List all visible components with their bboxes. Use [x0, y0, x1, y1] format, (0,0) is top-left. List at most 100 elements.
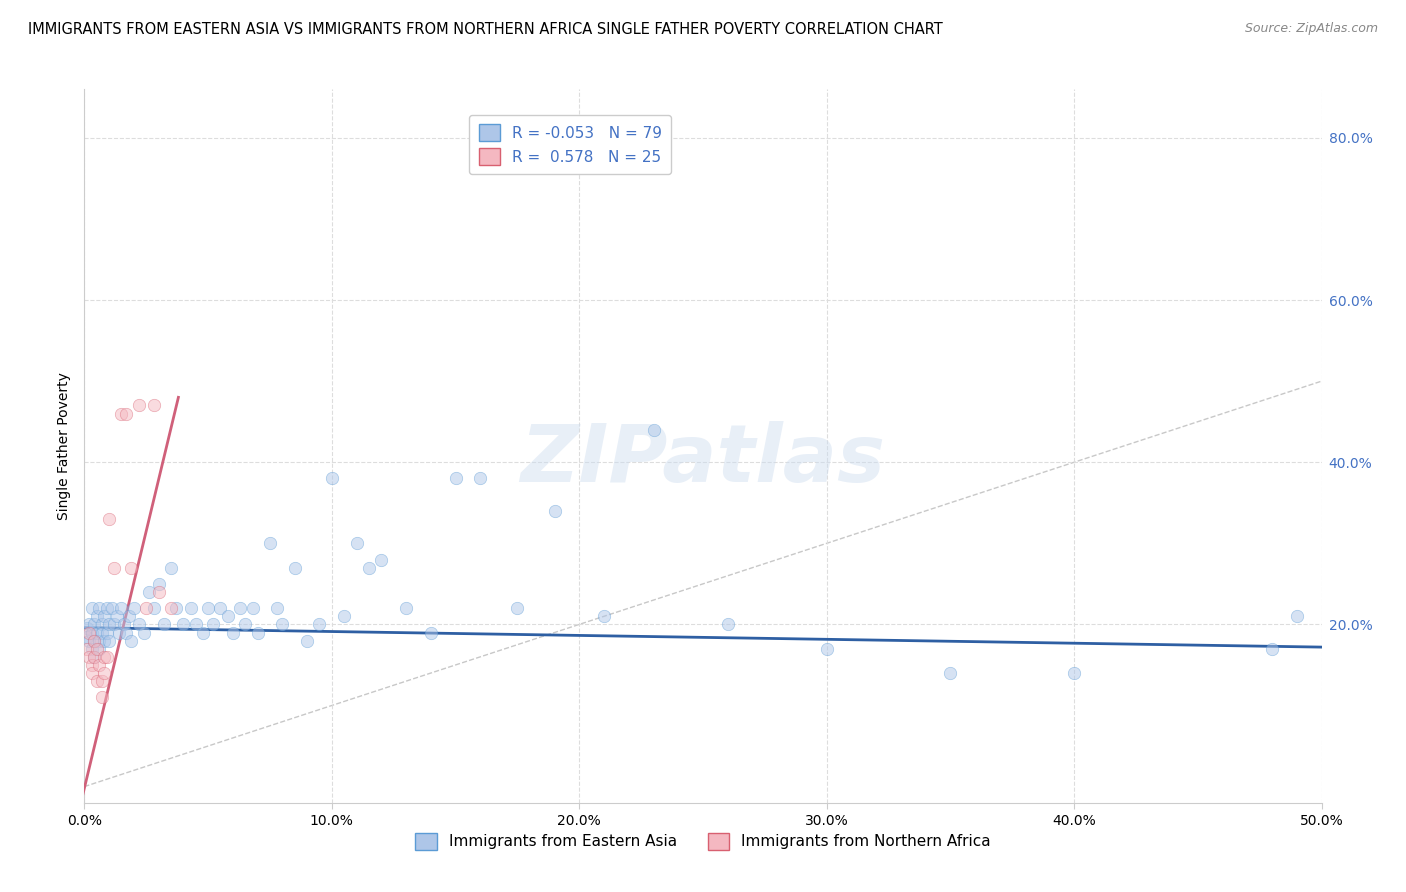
Point — [79, 649, 101, 664]
Text: IMMIGRANTS FROM EASTERN ASIA VS IMMIGRANTS FROM NORTHERN AFRICA SINGLE FATHER PO: IMMIGRANTS FROM EASTERN ASIA VS IMMIGRAN… — [28, 22, 943, 37]
Point — [86, 641, 108, 656]
Point — [90, 690, 112, 705]
Point — [321, 471, 343, 485]
Point — [80, 641, 103, 656]
Point — [118, 609, 141, 624]
Point — [80, 666, 103, 681]
Point — [108, 625, 131, 640]
Point — [470, 471, 492, 485]
Point — [80, 657, 103, 672]
Point — [98, 617, 121, 632]
Point — [172, 617, 194, 632]
Point — [79, 617, 101, 632]
Point — [83, 633, 105, 648]
Point — [266, 601, 288, 615]
Point — [90, 674, 112, 689]
Point — [98, 512, 121, 526]
Point — [103, 617, 125, 632]
Point — [246, 625, 269, 640]
Point — [100, 601, 122, 615]
Point — [357, 560, 380, 574]
Point — [1063, 666, 1085, 681]
Point — [284, 560, 307, 574]
Point — [90, 625, 112, 640]
Point — [93, 609, 115, 624]
Text: Source: ZipAtlas.com: Source: ZipAtlas.com — [1244, 22, 1378, 36]
Point — [135, 601, 157, 615]
Point — [242, 601, 264, 615]
Point — [83, 649, 105, 664]
Point — [90, 617, 112, 632]
Point — [197, 601, 219, 615]
Point — [76, 622, 98, 636]
Point — [209, 601, 232, 615]
Point — [346, 536, 368, 550]
Y-axis label: Single Father Poverty: Single Father Poverty — [58, 372, 72, 520]
Point — [138, 585, 160, 599]
Point — [939, 666, 962, 681]
Point — [259, 536, 281, 550]
Point — [128, 399, 150, 413]
Point — [444, 471, 467, 485]
Point — [96, 601, 118, 615]
Point — [80, 625, 103, 640]
Point — [128, 617, 150, 632]
Point — [115, 625, 138, 640]
Point — [76, 630, 98, 644]
Text: ZIPatlas: ZIPatlas — [520, 421, 886, 500]
Point — [271, 617, 294, 632]
Point — [83, 633, 105, 648]
Point — [717, 617, 740, 632]
Point — [308, 617, 330, 632]
Point — [132, 625, 155, 640]
Point — [89, 657, 111, 672]
Point — [120, 560, 142, 574]
Point — [643, 423, 665, 437]
Point — [148, 577, 170, 591]
Point — [593, 609, 616, 624]
Point — [160, 560, 183, 574]
Point — [96, 649, 118, 664]
Legend: Immigrants from Eastern Asia, Immigrants from Northern Africa: Immigrants from Eastern Asia, Immigrants… — [406, 823, 1000, 859]
Point — [142, 399, 165, 413]
Point — [202, 617, 225, 632]
Point — [184, 617, 207, 632]
Point — [1261, 641, 1284, 656]
Point — [112, 617, 135, 632]
Point — [180, 601, 202, 615]
Point — [80, 601, 103, 615]
Point — [96, 625, 118, 640]
Point — [120, 633, 142, 648]
Point — [98, 633, 121, 648]
Point — [103, 560, 125, 574]
Point — [79, 625, 101, 640]
Point — [93, 649, 115, 664]
Point — [83, 649, 105, 664]
Point — [191, 625, 214, 640]
Point — [419, 625, 441, 640]
Point — [152, 617, 174, 632]
Point — [89, 641, 111, 656]
Point — [815, 641, 838, 656]
Point — [142, 601, 165, 615]
Point — [83, 617, 105, 632]
Point — [76, 641, 98, 656]
Point — [110, 601, 132, 615]
Point — [148, 585, 170, 599]
Point — [160, 601, 183, 615]
Point — [222, 625, 245, 640]
Point — [1285, 609, 1308, 624]
Point — [89, 601, 111, 615]
Point — [86, 674, 108, 689]
Point — [229, 601, 252, 615]
Point — [543, 504, 565, 518]
Point — [79, 633, 101, 648]
Point — [295, 633, 318, 648]
Point — [115, 407, 138, 421]
Point — [370, 552, 392, 566]
Point — [86, 625, 108, 640]
Point — [333, 609, 356, 624]
Point — [506, 601, 529, 615]
Point — [233, 617, 256, 632]
Point — [217, 609, 239, 624]
